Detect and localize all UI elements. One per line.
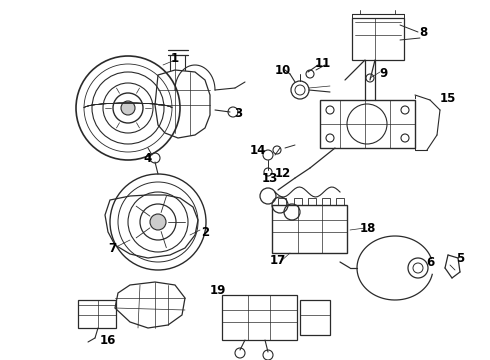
Text: 11: 11: [315, 57, 331, 69]
Bar: [336, 198, 344, 205]
Bar: [278, 198, 286, 205]
Bar: [272, 205, 347, 253]
Text: 17: 17: [270, 253, 286, 266]
Circle shape: [121, 101, 135, 115]
Text: 6: 6: [426, 256, 434, 269]
Text: 5: 5: [456, 252, 464, 265]
Text: 10: 10: [275, 63, 291, 77]
Text: 4: 4: [144, 152, 152, 165]
Bar: [352, 18, 404, 60]
Text: 7: 7: [108, 242, 116, 255]
Text: 14: 14: [250, 144, 266, 157]
Text: 19: 19: [210, 284, 226, 297]
Bar: [222, 295, 297, 340]
Bar: [322, 198, 330, 205]
Bar: [308, 198, 316, 205]
Text: 12: 12: [275, 166, 291, 180]
Bar: [294, 198, 302, 205]
Text: 18: 18: [360, 221, 376, 234]
Text: 13: 13: [262, 171, 278, 185]
Text: 2: 2: [201, 225, 209, 239]
Bar: [320, 100, 415, 148]
Text: 15: 15: [440, 91, 456, 104]
Bar: [300, 300, 330, 335]
Text: 16: 16: [100, 333, 116, 346]
Text: 1: 1: [171, 51, 179, 64]
Text: 9: 9: [379, 67, 387, 80]
Text: 3: 3: [234, 107, 242, 120]
Bar: [78, 300, 116, 328]
Text: 8: 8: [419, 26, 427, 39]
Circle shape: [150, 214, 166, 230]
